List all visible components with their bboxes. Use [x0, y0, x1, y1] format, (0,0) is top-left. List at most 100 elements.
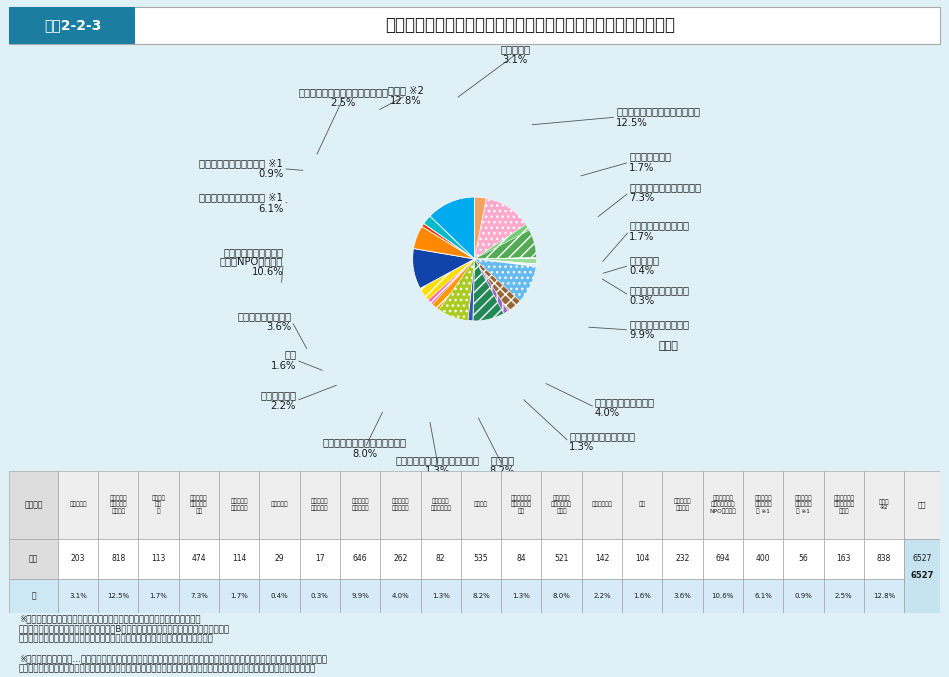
- Text: 障害者雇用促進関連施設 ※1: 障害者雇用促進関連施設 ※1: [199, 158, 283, 168]
- Bar: [300, 471, 340, 539]
- Text: 1.3%: 1.3%: [569, 442, 594, 452]
- Text: ・障害者雇用促進法：障害者職業センター、障害者就労・生活支援センター等: ・障害者雇用促進法：障害者職業センター、障害者就労・生活支援センター等: [19, 634, 214, 644]
- Text: 104: 104: [635, 554, 649, 563]
- Wedge shape: [474, 259, 536, 267]
- Bar: [542, 579, 582, 613]
- Text: 児童相談所: 児童相談所: [629, 255, 660, 265]
- Wedge shape: [468, 259, 474, 321]
- Text: 82: 82: [436, 554, 445, 563]
- Bar: [783, 539, 824, 579]
- Text: 163: 163: [836, 554, 851, 563]
- Text: 福祉事務所以外の市区町村窓口: 福祉事務所以外の市区町村窓口: [616, 106, 700, 116]
- Bar: [178, 539, 219, 579]
- Wedge shape: [473, 259, 504, 321]
- Text: 率: 率: [31, 591, 36, 600]
- Text: 1.7%: 1.7%: [150, 592, 168, 598]
- Text: 児童家庭支援センター: 児童家庭支援センター: [629, 285, 689, 295]
- Wedge shape: [413, 248, 474, 288]
- Wedge shape: [474, 259, 508, 313]
- Wedge shape: [474, 225, 530, 259]
- Bar: [420, 539, 461, 579]
- Bar: [139, 471, 178, 539]
- Text: 地域若者サポートステーション: 地域若者サポートステーション: [323, 437, 407, 447]
- Text: 114: 114: [232, 554, 247, 563]
- Text: ハローワーク: ハローワーク: [260, 390, 296, 400]
- Bar: [139, 579, 178, 613]
- Text: 発達障害者
支援センター: 発達障害者 支援センター: [430, 499, 451, 510]
- Bar: [58, 579, 98, 613]
- Bar: [300, 579, 340, 613]
- Bar: [743, 539, 783, 579]
- Bar: [783, 471, 824, 539]
- Text: 474: 474: [192, 554, 206, 563]
- Text: 1.7%: 1.7%: [629, 162, 655, 173]
- Text: 142: 142: [595, 554, 609, 563]
- Wedge shape: [424, 216, 474, 259]
- Text: 地域包括支
援センター: 地域包括支 援センター: [231, 499, 248, 510]
- Bar: [702, 471, 743, 539]
- Bar: [501, 471, 542, 539]
- Bar: [420, 471, 461, 539]
- Bar: [98, 579, 139, 613]
- Text: 医療機関: 医療機関: [474, 502, 488, 508]
- Bar: [219, 471, 259, 539]
- Bar: [743, 471, 783, 539]
- Bar: [662, 471, 702, 539]
- Wedge shape: [474, 197, 487, 259]
- Text: 1.3%: 1.3%: [425, 466, 451, 476]
- Bar: [662, 539, 702, 579]
- Text: 子ども・若者
総合相談セン
ター: 子ども・若者 総合相談セン ター: [511, 496, 531, 514]
- Bar: [461, 579, 501, 613]
- Bar: [9, 471, 58, 539]
- Text: 9.9%: 9.9%: [351, 592, 369, 598]
- Text: 総計: 総計: [918, 502, 926, 508]
- Bar: [582, 579, 622, 613]
- Text: 他のひきこもり地域支援センター: 他のひきこもり地域支援センター: [298, 87, 388, 97]
- Text: 838: 838: [877, 554, 891, 563]
- Text: 学校・教育委員会等: 学校・教育委員会等: [238, 311, 291, 321]
- Text: 精神保健福
祉センター: 精神保健福 祉センター: [392, 499, 409, 510]
- Text: 発達障害者支援センター: 発達障害者支援センター: [569, 431, 635, 441]
- Bar: [340, 579, 381, 613]
- Text: 1.7%: 1.7%: [231, 592, 248, 598]
- Text: 保健所・保健センター: 保健所・保健センター: [629, 320, 689, 329]
- Text: 8.0%: 8.0%: [552, 592, 570, 598]
- Wedge shape: [474, 259, 520, 311]
- Text: 6.1%: 6.1%: [754, 592, 772, 598]
- Bar: [259, 579, 300, 613]
- Bar: [622, 471, 662, 539]
- Text: 0.3%: 0.3%: [311, 592, 328, 598]
- Bar: [904, 471, 940, 539]
- Text: 12.8%: 12.8%: [390, 96, 421, 106]
- Bar: [98, 539, 139, 579]
- Wedge shape: [474, 198, 526, 259]
- Text: 社会福祉協議会: 社会福祉協議会: [629, 152, 671, 162]
- Text: 団体・NPO法人等）: 団体・NPO法人等）: [220, 256, 283, 266]
- Text: ※１　根拠法（障害者総合支援法、障害者雇用促進法）に分けてそれぞれ整理: ※１ 根拠法（障害者総合支援法、障害者雇用促進法）に分けてそれぞれ整理: [19, 615, 200, 624]
- Wedge shape: [474, 259, 536, 301]
- Text: 自立相談支援事業実施機関: 自立相談支援事業実施機関: [629, 181, 701, 192]
- Text: 29: 29: [274, 554, 285, 563]
- Text: 福祉事務所
以外の市区
町村窓口: 福祉事務所 以外の市区 町村窓口: [109, 496, 127, 514]
- Text: 7.3%: 7.3%: [629, 193, 655, 203]
- Bar: [219, 579, 259, 613]
- Wedge shape: [428, 259, 474, 305]
- Text: 8.0%: 8.0%: [352, 449, 378, 459]
- Text: 6527: 6527: [910, 571, 934, 580]
- Bar: [743, 579, 783, 613]
- Bar: [824, 579, 864, 613]
- Text: ・障害者総合支援法：就労継続支援B型、グループホーム、地域活動支援センター等: ・障害者総合支援法：就労継続支援B型、グループホーム、地域活動支援センター等: [19, 625, 230, 634]
- Text: ※２　その他機関の例…　警察署、訪問看護ステーション、法テラス、弁護士、社会保険労務士、フリースペース、ジョブカフェ、: ※２ その他機関の例… 警察署、訪問看護ステーション、法テラス、弁護士、社会保険…: [19, 655, 326, 663]
- Bar: [501, 579, 542, 613]
- Bar: [9, 579, 58, 613]
- Wedge shape: [430, 197, 474, 259]
- Text: 障害者雇用
促進関連施
設 ※1: 障害者雇用 促進関連施 設 ※1: [794, 496, 812, 514]
- Text: 2.2%: 2.2%: [270, 401, 296, 412]
- Text: 3.6%: 3.6%: [674, 592, 692, 598]
- Bar: [259, 471, 300, 539]
- Bar: [622, 539, 662, 579]
- Text: 件数: 件数: [29, 554, 38, 563]
- Text: 12.5%: 12.5%: [107, 592, 129, 598]
- Text: 自立相談支
援事業実施
機関: 自立相談支 援事業実施 機関: [190, 496, 208, 514]
- Bar: [381, 579, 420, 613]
